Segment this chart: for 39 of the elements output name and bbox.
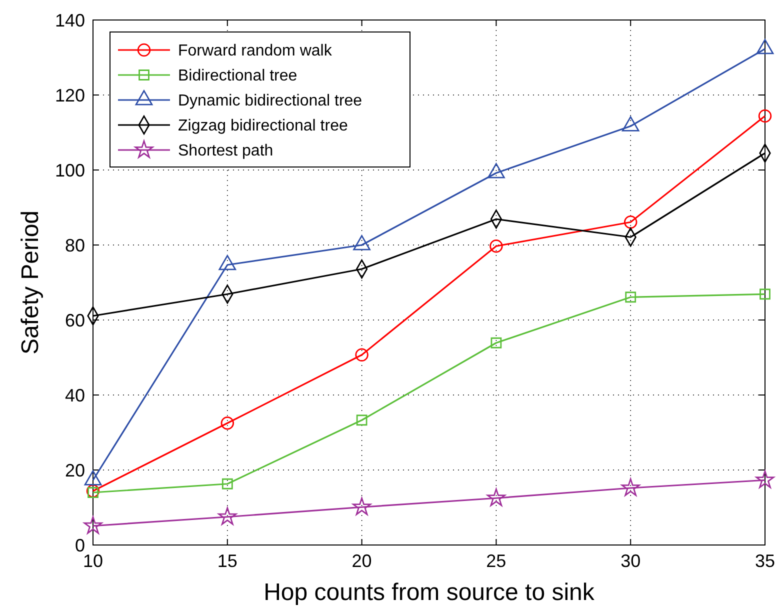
point bbox=[356, 414, 368, 426]
legend-label: Shortest path bbox=[178, 142, 274, 160]
point bbox=[222, 478, 233, 490]
point bbox=[355, 348, 368, 362]
point bbox=[490, 337, 502, 348]
y-tick-label: 120 bbox=[54, 85, 85, 106]
point bbox=[352, 497, 372, 516]
x-tick-label: 10 bbox=[82, 551, 104, 571]
x-tick-label: 35 bbox=[754, 551, 776, 571]
point bbox=[88, 487, 98, 498]
x-tick-label: 20 bbox=[352, 551, 372, 571]
y-tick-label: 40 bbox=[64, 385, 85, 406]
point bbox=[220, 416, 234, 430]
point bbox=[760, 288, 770, 300]
point bbox=[486, 488, 506, 506]
point bbox=[625, 292, 636, 303]
point bbox=[84, 516, 102, 534]
point bbox=[621, 478, 640, 496]
point bbox=[86, 484, 100, 498]
point bbox=[490, 240, 503, 253]
point bbox=[758, 109, 772, 123]
legend-label: Forward random walk bbox=[178, 42, 333, 60]
legend-label: Bidirectional tree bbox=[178, 68, 298, 85]
x-tick-label: 25 bbox=[486, 551, 506, 571]
x-tick-label: 30 bbox=[620, 551, 641, 571]
legend-label: Dynamic bidirectional tree bbox=[178, 92, 362, 110]
legend-label: Zigzag bidirectional tree bbox=[178, 118, 348, 135]
y-tick-label: 80 bbox=[64, 235, 85, 256]
y-tick-label: 100 bbox=[54, 160, 85, 180]
point bbox=[218, 507, 237, 525]
y-tick-label: 20 bbox=[64, 460, 85, 480]
y-tick-label: 140 bbox=[54, 10, 85, 30]
x-axis-title: Hop counts from source to sink bbox=[264, 579, 596, 606]
y-tick-label: 0 bbox=[74, 535, 85, 556]
point bbox=[624, 216, 638, 229]
point bbox=[756, 470, 774, 488]
y-tick-label: 60 bbox=[64, 310, 85, 330]
y-axis-title: Safety Period bbox=[17, 210, 44, 355]
x-tick-label: 15 bbox=[217, 551, 238, 571]
